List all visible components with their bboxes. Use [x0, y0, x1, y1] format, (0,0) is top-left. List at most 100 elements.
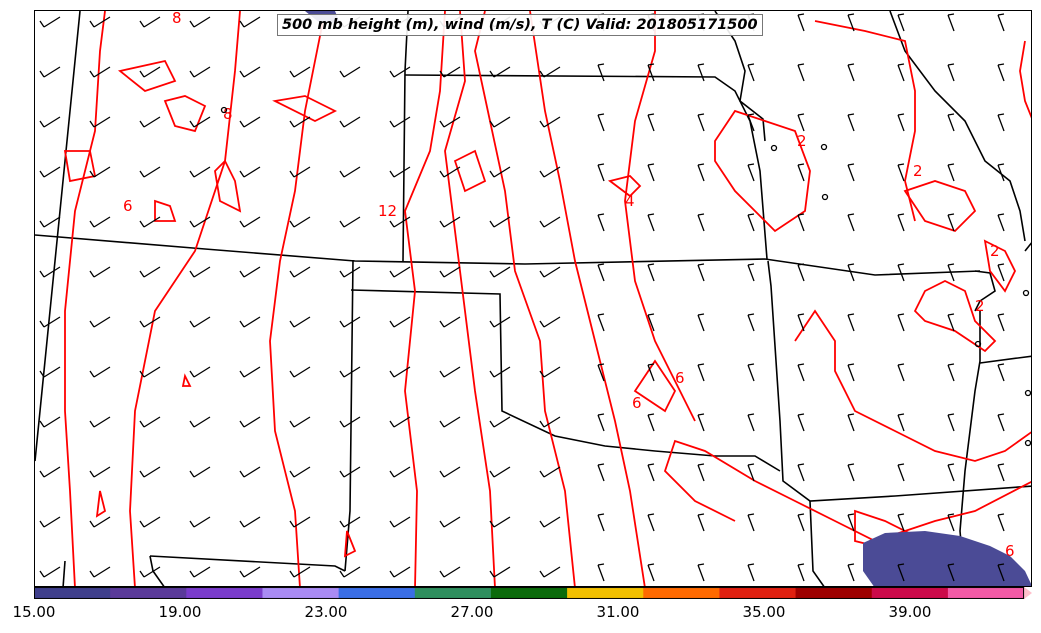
wind-barb [189, 266, 211, 278]
wind-barb [339, 66, 361, 78]
wind-barb [39, 66, 61, 78]
wind-barb [89, 266, 111, 278]
wind-barb [597, 163, 605, 182]
wind-barb [89, 66, 111, 78]
wind-barb [139, 16, 161, 28]
colorbar-segment [338, 587, 416, 599]
wind-barb [997, 13, 1005, 32]
wind-barb [39, 266, 61, 278]
wind-barb [239, 116, 261, 128]
wind-barb [239, 216, 261, 228]
wind-barb [647, 263, 655, 282]
wind-barb [697, 63, 705, 82]
colorbar-segment [110, 587, 187, 599]
wind-barb [189, 316, 211, 328]
colorbar-tick-label: 39.00 [888, 603, 932, 621]
wind-barb [997, 563, 1005, 582]
wind-barb [539, 366, 561, 378]
wind-barb [39, 466, 61, 478]
wind-barb [39, 516, 61, 528]
wind-barb [389, 416, 411, 428]
wind-barb [797, 363, 805, 382]
colorbar-outline [34, 587, 1025, 599]
wind-barb [797, 113, 805, 132]
wind-barb [289, 266, 311, 278]
wind-barb [339, 566, 361, 578]
wind-barb [239, 366, 261, 378]
wind-barb [597, 413, 605, 432]
wind-barb [389, 266, 411, 278]
colorbar-extend-arrow [1024, 587, 1032, 599]
wind-barb [289, 166, 311, 178]
wind-barb [797, 13, 805, 32]
temperature-contours [63, 11, 1031, 586]
wind-barb [947, 63, 955, 82]
wind-barb [489, 216, 511, 228]
wind-barb [139, 216, 161, 228]
contour-labels: 8 8 12 6 4 2 2 2 2 6 6 6 [123, 11, 1015, 560]
wind-barb [997, 263, 1005, 282]
wind-barb [997, 313, 1005, 332]
wind-barb [747, 163, 755, 182]
wind-barb [647, 363, 655, 382]
wind-barb [847, 313, 855, 332]
wind-barb [339, 366, 361, 378]
wind-barb [897, 13, 905, 32]
wind-barb [189, 566, 211, 578]
state-boundaries [35, 11, 1031, 586]
wind-barb [747, 63, 755, 82]
wind-barb [489, 566, 511, 578]
wind-barb [597, 563, 605, 582]
wind-barb [747, 313, 755, 332]
wind-barb [697, 263, 705, 282]
wind-barb [39, 16, 61, 28]
wind-barb [239, 566, 261, 578]
wind-barb [897, 313, 905, 332]
wind-barb [847, 563, 855, 582]
wind-barb [489, 366, 511, 378]
wind-barb [597, 513, 605, 532]
wind-barb [389, 66, 411, 78]
wind-barb [389, 366, 411, 378]
wind-barb [89, 316, 111, 328]
wind-barb [489, 166, 511, 178]
wind-barb [797, 563, 805, 582]
wind-barb [189, 366, 211, 378]
wind-barb [947, 313, 955, 332]
wind-barb [997, 513, 1005, 532]
colorbar-segment [414, 587, 492, 599]
wind-barb [89, 366, 111, 378]
wind-barb [39, 166, 61, 178]
colorbar-segment [719, 587, 797, 599]
contour-label: 12 [378, 202, 397, 220]
wind-barb [89, 166, 111, 178]
map-title: 500 mb height (m), wind (m/s), T (C) Val… [277, 14, 763, 36]
wind-barb [847, 113, 855, 132]
wind-barb [89, 516, 111, 528]
colorbar-tick-label: 23.00 [304, 603, 348, 621]
wind-barb [439, 416, 461, 428]
wind-barb [239, 316, 261, 328]
wind-barb [239, 416, 261, 428]
wind-barb [289, 466, 311, 478]
colorbar-tick-label: 31.00 [596, 603, 640, 621]
wind-barb [339, 316, 361, 328]
wind-barb [647, 463, 655, 482]
colorbar-segment [643, 587, 720, 599]
contour-label: 6 [632, 394, 642, 412]
wind-barb [847, 63, 855, 82]
wind-barb [539, 66, 561, 78]
wind-barb [139, 316, 161, 328]
contour-label: 6 [123, 197, 133, 215]
wind-barb [389, 116, 411, 128]
wind-barb [339, 266, 361, 278]
wind-barb [747, 263, 755, 282]
wind-barb [797, 63, 805, 82]
wind-barb [439, 516, 461, 528]
wind-barb [39, 566, 61, 578]
contour-label: 2 [975, 297, 985, 315]
wind-barb [947, 563, 955, 582]
wind-barb [439, 166, 461, 178]
wind-barb [797, 413, 805, 432]
wind-barb [747, 463, 755, 482]
